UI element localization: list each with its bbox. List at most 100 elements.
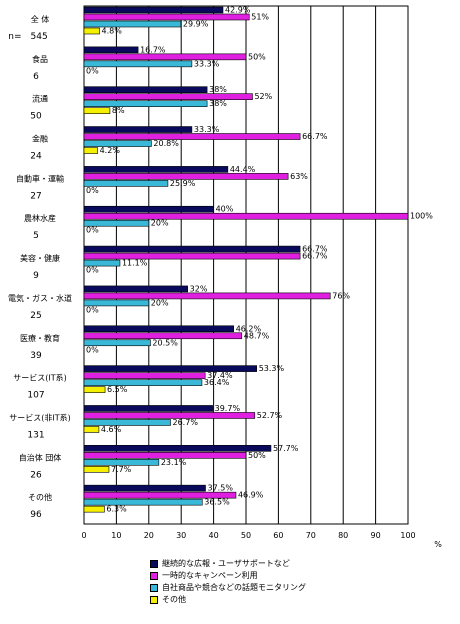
bar-3-3 — [83, 147, 98, 154]
data-label-7-0: 32% — [190, 284, 208, 293]
category-count: 25 — [30, 311, 41, 321]
category-label: 自動車・運輸 — [16, 173, 64, 183]
bar-2-3 — [83, 107, 111, 114]
x-tick-label: 10 — [111, 531, 121, 540]
data-label-12-3: 6.3% — [106, 505, 127, 514]
bar-3-2 — [83, 140, 152, 147]
x-tick-label: 90 — [371, 531, 381, 540]
bar-10-0 — [83, 405, 213, 412]
category-count: 24 — [30, 152, 42, 162]
category-count: 9 — [33, 271, 39, 281]
legend-swatch — [150, 584, 158, 592]
bar-5-2 — [83, 219, 150, 227]
x-tick-label: 40 — [209, 531, 219, 540]
data-label-7-3: 0% — [86, 305, 99, 314]
x-tick-label: 70 — [306, 531, 316, 540]
data-label-0-1: 51% — [251, 13, 269, 22]
bar-0-0 — [83, 6, 224, 14]
category-count: 6 — [33, 72, 39, 82]
bar-3-1 — [83, 133, 301, 140]
data-label-5-2: 20% — [151, 219, 169, 228]
legend-label: 自社商品や競合などの話題モニタリング — [162, 583, 306, 592]
bar-2-2 — [83, 100, 208, 107]
category-label: 金融 — [32, 134, 48, 144]
bar-9-2 — [83, 379, 203, 386]
bar-3-0 — [83, 126, 193, 133]
data-label-7-2: 20% — [151, 298, 169, 307]
data-label-11-2: 23.1% — [161, 458, 187, 467]
data-label-3-3: 4.2% — [100, 146, 121, 155]
data-label-1-2: 33.3% — [194, 59, 220, 68]
bar-11-2 — [83, 459, 160, 466]
data-label-9-0: 53.3% — [259, 364, 285, 373]
data-label-4-3: 0% — [86, 186, 99, 195]
bar-7-0 — [83, 285, 188, 293]
data-label-10-0: 39.7% — [215, 404, 241, 413]
bar-0-1 — [83, 13, 250, 21]
category-label: 流通 — [32, 94, 48, 104]
data-label-11-0: 57.7% — [273, 444, 299, 453]
category-label: 電気・ガス・水道 — [8, 293, 72, 303]
bar-8-0 — [83, 325, 234, 333]
legend-label: その他 — [162, 595, 186, 604]
category-label: 農林水産 — [24, 213, 56, 223]
data-label-11-3: 7.7% — [111, 465, 132, 474]
legend-item: 一時的なキャンペーン利用 — [150, 570, 450, 582]
category-count: n= 545 — [8, 32, 47, 42]
data-label-0-3: 4.8% — [102, 27, 123, 36]
data-label-2-0: 38% — [209, 85, 227, 94]
category-label: 医療・教育 — [20, 333, 60, 343]
data-label-10-2: 26.7% — [173, 418, 199, 427]
category-label: サービス(非IT系) — [9, 412, 71, 422]
bar-6-0 — [83, 245, 301, 253]
data-label-4-1: 63% — [290, 172, 308, 181]
data-label-9-3: 6.5% — [107, 385, 128, 394]
category-count: 107 — [27, 391, 44, 401]
legend-item: 自社商品や競合などの話題モニタリング — [150, 582, 450, 594]
bar-2-0 — [83, 86, 208, 93]
x-tick-label: 0 — [81, 531, 86, 540]
data-label-12-1: 46.9% — [238, 491, 264, 500]
bar-12-0 — [83, 484, 206, 492]
data-label-1-1: 50% — [248, 52, 266, 61]
category-count: 26 — [30, 470, 42, 480]
data-label-1-0: 16.7% — [140, 45, 166, 54]
category-label: 美容・健康 — [20, 253, 60, 263]
category-count: 39 — [30, 351, 42, 361]
category-count: 27 — [30, 191, 41, 201]
category-label: サービス(IT系) — [13, 373, 67, 383]
bar-10-2 — [83, 419, 171, 426]
category-count: 131 — [27, 430, 44, 440]
bar-9-3 — [83, 386, 106, 393]
bar-6-2 — [83, 259, 121, 267]
data-label-3-1: 66.7% — [302, 132, 328, 141]
category-label: その他 — [28, 492, 52, 502]
data-label-12-2: 36.5% — [204, 498, 230, 507]
x-tick-label: 80 — [338, 531, 348, 540]
x-tick-label: 20 — [144, 531, 154, 540]
data-label-8-3: 0% — [86, 345, 99, 354]
bar-5-1 — [83, 212, 409, 220]
bar-4-2 — [83, 180, 169, 187]
bar-1-0 — [83, 46, 139, 54]
data-label-0-2: 29.9% — [183, 20, 209, 29]
bar-0-3 — [83, 27, 100, 35]
bar-6-1 — [83, 252, 301, 260]
bar-12-3 — [83, 505, 105, 513]
category-count: 50 — [30, 112, 42, 122]
data-label-0-0: 42.9% — [225, 6, 251, 15]
bar-0-2 — [83, 20, 182, 28]
legend-label: 一時的なキャンペーン利用 — [162, 571, 258, 580]
data-label-10-3: 4.6% — [101, 425, 122, 434]
bar-9-0 — [83, 365, 257, 372]
data-label-3-2: 20.8% — [153, 139, 179, 148]
data-label-9-2: 36.4% — [204, 378, 230, 387]
data-label-6-0: 66.7% — [302, 245, 328, 254]
bar-2-1 — [83, 93, 253, 100]
category-label: 食品 — [32, 54, 48, 64]
bar-5-0 — [83, 205, 214, 213]
legend-item: 継続的な広報・ユーザサポートなど — [150, 558, 450, 570]
data-label-5-3: 0% — [86, 226, 99, 235]
bar-12-2 — [83, 498, 203, 506]
x-tick-label: 60 — [273, 531, 283, 540]
